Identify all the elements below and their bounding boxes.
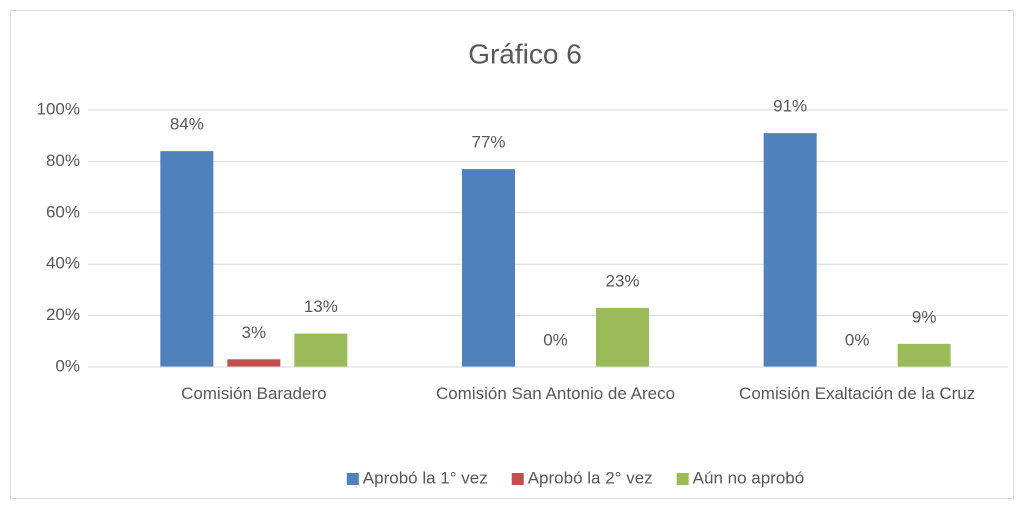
bar (227, 359, 281, 367)
legend-label: Aún no aprobó (693, 468, 805, 487)
bar (897, 343, 951, 367)
y-tick-label: 100% (37, 99, 80, 118)
data-label: 9% (912, 307, 937, 326)
legend-label: Aprobó la 1° vez (363, 468, 488, 487)
legend-swatch (346, 473, 359, 485)
data-label: 84% (170, 115, 204, 134)
x-tick-label-box: Comisión Baradero (181, 384, 327, 403)
x-tick-label-box: Comisión Exaltación de la Cruz (739, 384, 976, 403)
data-label: 23% (605, 271, 639, 290)
bar (462, 169, 515, 367)
data-label: 13% (304, 297, 338, 316)
bar (294, 333, 348, 367)
x-tick-label: Comisión San Antonio de Areco (435, 384, 676, 403)
data-label: 77% (471, 133, 505, 152)
legend-swatch (676, 473, 689, 485)
x-tick-label: Comisión Exaltación de la Cruz (739, 384, 976, 403)
data-label: 0% (543, 330, 568, 349)
y-tick-label: 40% (46, 254, 80, 273)
y-tick-label: 20% (46, 305, 80, 324)
legend-label: Aprobó la 2° vez (528, 468, 653, 487)
data-label: 0% (845, 330, 870, 349)
bar (160, 151, 214, 367)
chart-title: Gráfico 6 (468, 38, 582, 69)
y-tick-label: 80% (46, 151, 80, 170)
data-label: 91% (773, 97, 807, 116)
x-tick-label-box: Comisión San Antonio de Areco (435, 384, 676, 403)
bar (596, 307, 649, 367)
legend-swatch (511, 473, 524, 485)
y-tick-label: 0% (55, 356, 80, 375)
x-tick-label: Comisión Baradero (181, 384, 327, 403)
bar (763, 133, 817, 367)
data-label: 3% (242, 323, 267, 342)
y-tick-label: 60% (46, 202, 80, 221)
